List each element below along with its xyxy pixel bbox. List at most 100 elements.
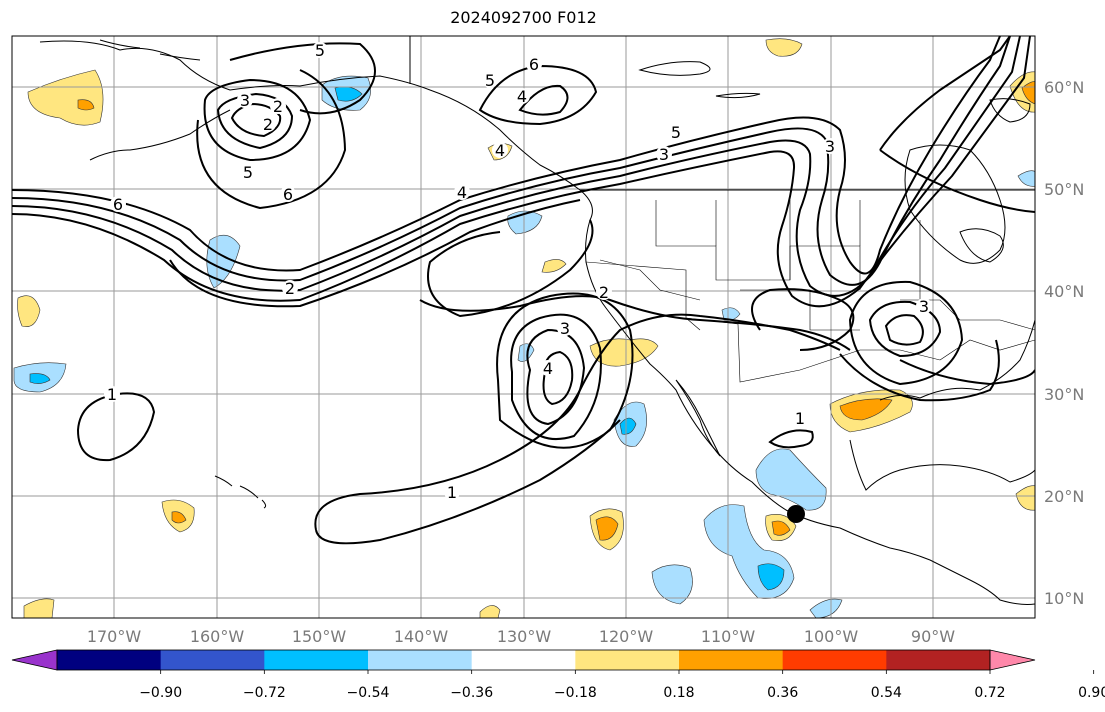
colorbar-tick-label: 0.72 <box>974 685 1005 701</box>
colorbar-tick-label: −0.72 <box>243 685 286 701</box>
contour-label-bg <box>656 146 672 162</box>
longitude-label: 90°W <box>911 627 955 646</box>
colorbar-segment <box>679 650 784 670</box>
contour-label-bg <box>492 142 508 158</box>
latitude-label: 50°N <box>1044 180 1084 199</box>
latitude-label: 20°N <box>1044 487 1084 506</box>
negative-anomaly <box>517 343 535 362</box>
colorbar-ticks: −0.90 −0.72 −0.54 −0.36 −0.18 0.18 0.36 0.54 0.7… <box>139 670 1105 701</box>
contour-label: 5 <box>315 41 325 60</box>
positive-anomaly <box>1015 485 1035 511</box>
positive-anomaly-core <box>771 520 791 536</box>
colorbar-tick-label: 0.36 <box>767 685 798 701</box>
longitude-label: 130°W <box>497 627 552 646</box>
contour-label-bg <box>557 320 573 336</box>
contour-label: 3 <box>825 137 835 156</box>
positive-anomaly-core <box>77 99 95 111</box>
contour-label: 2 <box>285 279 295 298</box>
contour-label-bg <box>237 92 253 108</box>
positive-anomaly <box>479 605 501 618</box>
longitude-label: 100°W <box>804 627 859 646</box>
contour-label-bg <box>240 164 256 180</box>
contour-label: 1 <box>447 483 457 502</box>
colorbar-segment <box>575 650 680 670</box>
negative-anomaly-core <box>29 373 51 384</box>
positive-anomaly <box>17 295 41 327</box>
colorbar-segment <box>264 650 369 670</box>
colorbar-segment <box>886 650 991 670</box>
contour-label: 5 <box>243 163 253 182</box>
negative-anomaly <box>809 598 843 618</box>
colorbar-segment <box>782 650 887 670</box>
contour-label: 3 <box>240 91 250 110</box>
colorbar-tick-label: −0.36 <box>450 685 493 701</box>
contour-label: 4 <box>543 359 553 378</box>
positive-anomaly <box>765 38 803 57</box>
colorbar <box>11 649 1036 671</box>
colorbar-segment <box>471 650 576 670</box>
contour-label-bg <box>110 196 126 212</box>
contour-label: 5 <box>671 123 681 142</box>
colorbar-tick-label: −0.90 <box>139 685 182 701</box>
colorbar-tick-label: 0.18 <box>663 685 694 701</box>
contour-label: 1 <box>107 385 117 404</box>
contour-label: 2 <box>599 283 609 302</box>
colorbar-segment <box>368 650 473 670</box>
positive-anomaly <box>27 69 104 126</box>
contour-label-bg <box>444 484 460 500</box>
colorbar-extend-high <box>989 649 1036 671</box>
contour-label: 2 <box>263 115 273 134</box>
latitude-label: 60°N <box>1044 78 1084 97</box>
contour-label: 6 <box>529 55 539 74</box>
contour-label: 2 <box>273 97 283 116</box>
contour-label: 4 <box>517 87 527 106</box>
political-borders <box>585 200 1035 383</box>
map-title: 2024092700 F012 <box>450 8 597 27</box>
contour-label-bg <box>280 186 296 202</box>
contour-label-bg <box>540 360 556 376</box>
positive-anomaly <box>541 259 567 273</box>
graticule <box>12 36 1035 618</box>
longitude-labels: 170°W 160°W 150°W 140°W 130°W 120°W 110°W 100°W… <box>87 627 955 646</box>
contour-label: 6 <box>283 185 293 204</box>
colorbar-tick-label: 0.90 <box>1078 685 1105 701</box>
contour-label-bg <box>668 124 684 140</box>
latitude-label: 30°N <box>1044 385 1084 404</box>
contour-label-bg <box>792 410 808 426</box>
longitude-label: 120°W <box>599 627 654 646</box>
colorbar-segment <box>160 650 265 670</box>
contour-label-bg <box>596 284 612 300</box>
positive-anomaly <box>23 598 55 618</box>
contour-label: 6 <box>113 195 123 214</box>
contour-label-bg <box>916 298 932 314</box>
contour-label-bg <box>482 72 498 88</box>
colorbar-tick-label: −0.18 <box>554 685 597 701</box>
colorbar-segment <box>57 650 162 670</box>
storm-position-marker <box>787 505 805 523</box>
contour-label: 1 <box>795 409 805 428</box>
contour-label-bg <box>312 42 328 58</box>
contour-label: 4 <box>495 141 505 160</box>
contour-label: 3 <box>560 319 570 338</box>
colorbar-outline <box>56 649 991 671</box>
contour-label: 3 <box>659 145 669 164</box>
longitude-label: 140°W <box>394 627 449 646</box>
positive-anomaly-core <box>171 511 187 524</box>
contour-label: 3 <box>919 297 929 316</box>
longitude-label: 170°W <box>87 627 142 646</box>
longitude-label: 150°W <box>292 627 347 646</box>
positive-anomaly-core <box>839 398 893 421</box>
latitude-label: 10°N <box>1044 589 1084 608</box>
negative-anomaly <box>651 564 693 605</box>
contour-label-bg <box>104 386 120 402</box>
colorbar-extend-low <box>11 649 58 671</box>
colorbar-tick-label: 0.54 <box>871 685 902 701</box>
contour-label-bg <box>282 280 298 296</box>
contour-label-bg <box>454 184 470 200</box>
longitude-label: 160°W <box>190 627 245 646</box>
contour-label: 5 <box>485 71 495 90</box>
longitude-label: 110°W <box>701 627 756 646</box>
contour-label-bg <box>270 98 286 114</box>
contour-label-bg <box>514 88 530 104</box>
